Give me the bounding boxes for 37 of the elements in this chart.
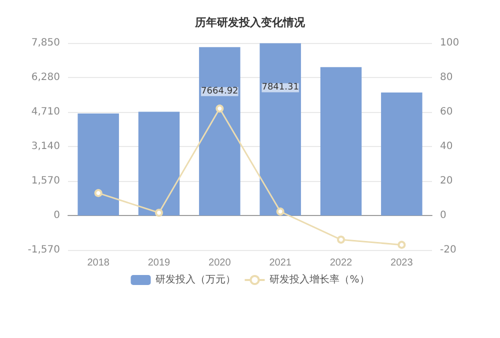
- y-tick-label: 1,570: [31, 176, 60, 186]
- y-tick-label: 3,140: [31, 141, 60, 152]
- x-tick-label: 2021: [269, 258, 292, 268]
- point: [94, 189, 102, 198]
- y-tick-label: 0: [54, 210, 60, 221]
- point: [398, 240, 406, 249]
- legend-label: 研发投入增长率（%）: [270, 274, 370, 286]
- y2-tick-label: 20: [440, 176, 453, 186]
- legend-label: 研发投入（万元）: [156, 274, 236, 286]
- y2-tick-label: 40: [440, 141, 453, 152]
- point: [155, 208, 163, 217]
- bar: [320, 67, 362, 216]
- x-tick-label: 2019: [148, 258, 171, 268]
- data-label: 7664.92: [201, 86, 238, 97]
- y2-tick-label: -20: [440, 244, 456, 256]
- point: [337, 236, 345, 244]
- x-tick-label: 2020: [208, 258, 232, 268]
- point: [216, 104, 224, 113]
- y2-tick-label: 100: [440, 38, 460, 48]
- x-tick-label: 2023: [390, 258, 414, 268]
- bar: [78, 114, 119, 216]
- y2-tick-label: 60: [440, 106, 453, 118]
- data-label: 7841.31: [262, 82, 299, 93]
- bar: [138, 112, 180, 216]
- chart-title: 历年研发投入变化情况: [194, 16, 306, 29]
- y-tick-label: 4,710: [31, 106, 60, 118]
- y-tick-label: -1,570: [28, 244, 60, 256]
- bar: [260, 43, 301, 216]
- bar: [381, 92, 422, 216]
- point: [276, 208, 284, 216]
- x-tick-label: 2018: [87, 258, 110, 268]
- bar: [199, 47, 240, 216]
- y-tick-label: 6,280: [31, 72, 60, 83]
- y-tick-label: 7,850: [31, 38, 60, 48]
- y2-tick-label: 0: [440, 210, 446, 221]
- x-tick-label: 2022: [330, 258, 353, 268]
- y2-tick-label: 80: [440, 72, 453, 83]
